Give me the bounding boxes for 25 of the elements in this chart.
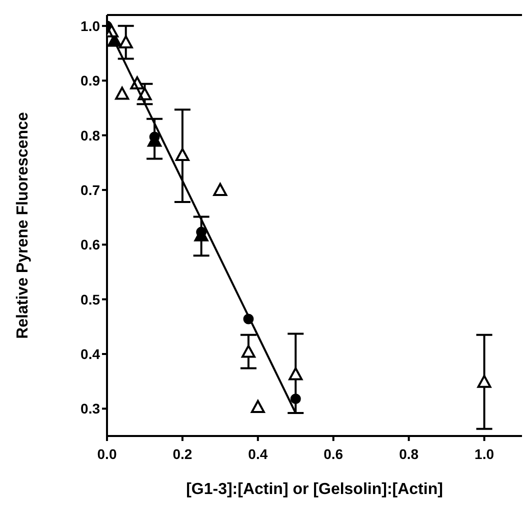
y-tick-label: 0.5 — [80, 291, 100, 308]
x-axis-title: [G1-3]:[Actin] or [Gelsolin]:[Actin] — [186, 481, 443, 498]
x-tick-label: 0.8 — [399, 446, 419, 462]
y-tick-label: 0.7 — [80, 182, 100, 198]
point — [175, 148, 190, 161]
point — [290, 394, 301, 404]
x-tick-label: 1.0 — [474, 446, 494, 462]
point — [250, 400, 265, 414]
y-tick-label: 1.0 — [80, 18, 100, 34]
x-tick-label: 0.0 — [97, 446, 117, 462]
y-tick-label: 0.4 — [80, 346, 100, 362]
x-tick-label: 0.2 — [172, 446, 192, 462]
point — [213, 182, 228, 196]
y-axis-title: Relative Pyrene Fluorescence — [14, 112, 32, 339]
y-tick-label: 0.8 — [80, 127, 100, 144]
y-tick-label: 0.9 — [80, 72, 100, 89]
y-tick-label: 0.3 — [80, 400, 100, 417]
point — [118, 35, 133, 48]
y-tick-label: 0.6 — [80, 236, 100, 253]
x-tick-label: 0.6 — [324, 446, 344, 462]
point — [115, 86, 130, 100]
point — [241, 344, 256, 358]
point — [288, 367, 303, 380]
point — [477, 374, 492, 388]
x-tick-label: 0.4 — [248, 446, 268, 462]
